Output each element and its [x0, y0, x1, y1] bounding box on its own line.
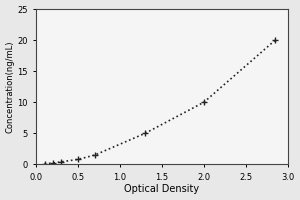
Y-axis label: Concentration(ng/mL): Concentration(ng/mL) [6, 40, 15, 133]
X-axis label: Optical Density: Optical Density [124, 184, 200, 194]
